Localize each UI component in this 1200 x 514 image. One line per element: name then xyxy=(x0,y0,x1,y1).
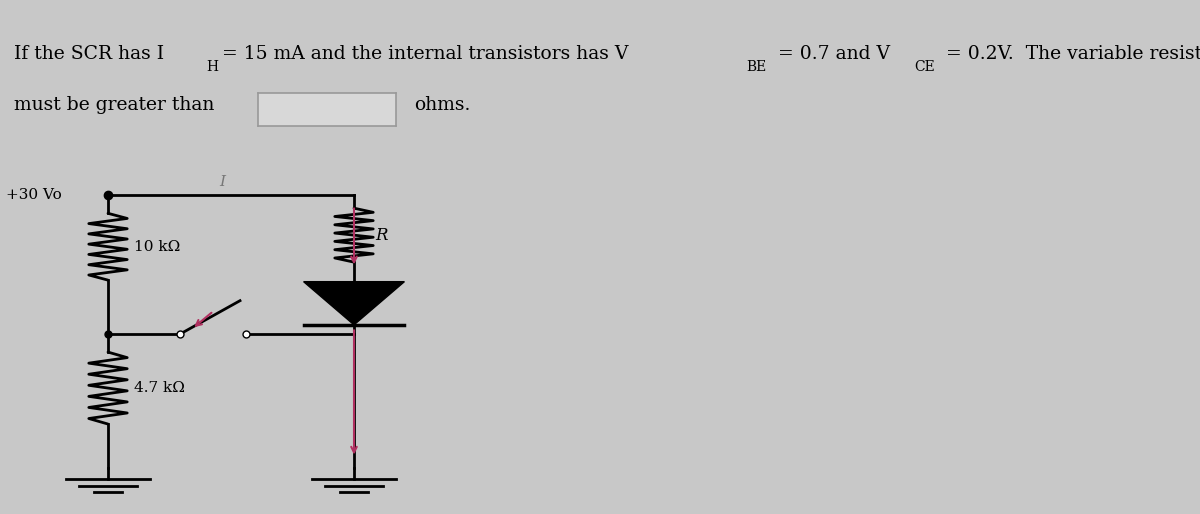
Text: = 0.2V.  The variable resistor: = 0.2V. The variable resistor xyxy=(946,45,1200,63)
Text: = 0.7 and V: = 0.7 and V xyxy=(778,45,889,63)
Text: BE: BE xyxy=(746,60,767,74)
Polygon shape xyxy=(304,282,404,325)
Text: ohms.: ohms. xyxy=(414,96,470,115)
Text: If the SCR has I: If the SCR has I xyxy=(14,45,164,63)
Text: = 15 mA and the internal transistors has V: = 15 mA and the internal transistors has… xyxy=(222,45,629,63)
Text: CE: CE xyxy=(914,60,935,74)
Text: +30 Vo: +30 Vo xyxy=(6,188,61,203)
Text: R: R xyxy=(376,227,388,244)
Text: I: I xyxy=(220,175,226,190)
Text: must be greater than: must be greater than xyxy=(14,96,215,115)
Text: 10 kΩ: 10 kΩ xyxy=(134,240,181,254)
Text: 4.7 kΩ: 4.7 kΩ xyxy=(134,381,185,395)
Text: H: H xyxy=(206,60,218,74)
